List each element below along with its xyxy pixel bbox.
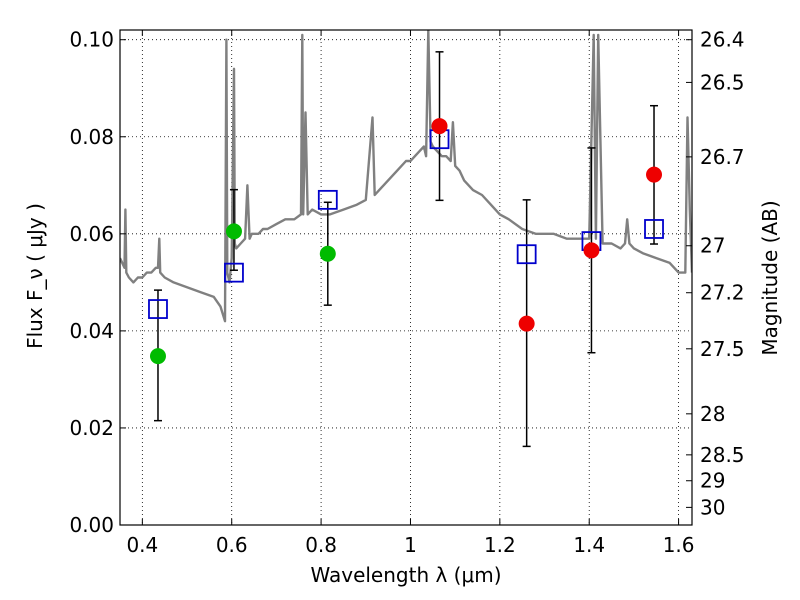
y-tick-label: 0.04 xyxy=(69,319,114,343)
x-axis-label: Wavelength λ (μm) xyxy=(310,563,501,587)
spectrum-layer xyxy=(120,30,692,323)
grid-lines xyxy=(120,30,692,525)
model-photometry-square xyxy=(516,244,537,265)
y-tick-label: 0.06 xyxy=(69,222,114,246)
model-photometry-square xyxy=(644,219,664,239)
x-tick-label: 0.4 xyxy=(126,533,158,557)
y-tick-label: 0.02 xyxy=(69,416,114,440)
model-photometry-square xyxy=(148,299,168,319)
observed-data-point xyxy=(518,315,535,332)
x-tick-label: 0.8 xyxy=(305,533,337,557)
x-tick-label: 1.6 xyxy=(663,533,695,557)
spectrum-line xyxy=(120,30,692,323)
x-tick-label: 1.4 xyxy=(573,533,605,557)
magnitude-tick-label: 30 xyxy=(700,495,725,519)
observed-data-point xyxy=(646,166,663,183)
y-axis-label-left: Flux F_ν ( μJy ) xyxy=(23,203,47,349)
observed-data-point xyxy=(225,223,242,240)
observed-data-point xyxy=(149,348,166,365)
x-tick-label: 0.6 xyxy=(216,533,248,557)
observed-data-point xyxy=(583,242,600,259)
magnitude-tick-label: 26.5 xyxy=(700,70,745,94)
magnitude-tick-label: 27 xyxy=(700,234,725,258)
plot-frame xyxy=(119,29,693,526)
model-photometry-square xyxy=(317,189,338,210)
x-axis-ticks: 0.4 0.6 0.8 1 1.2 1.4 1.6 xyxy=(126,30,695,557)
magnitude-tick-label: 29 xyxy=(700,469,725,493)
x-tick-label: 1.2 xyxy=(484,533,516,557)
y-tick-label: 0.00 xyxy=(69,513,114,537)
magnitude-tick-label: 28.5 xyxy=(700,443,745,467)
x-tick-label: 1 xyxy=(404,533,417,557)
observed-data-point xyxy=(431,118,448,135)
model-photometry-square xyxy=(224,262,244,283)
y-tick-label: 0.08 xyxy=(69,125,114,149)
y-axis-label-right: Magnitude (AB) xyxy=(758,200,782,355)
y-axis-ticks: 0.00 0.02 0.04 0.06 0.08 0.10 xyxy=(69,28,126,537)
y-tick-label: 0.10 xyxy=(69,28,114,52)
observed-data-point xyxy=(319,245,336,262)
magnitude-tick-label: 28 xyxy=(700,402,725,426)
marker-layer xyxy=(148,118,664,365)
magnitude-tick-label: 27.2 xyxy=(700,281,745,305)
magnitude-tick-label: 26.7 xyxy=(700,145,745,169)
magnitude-tick-label: 27.5 xyxy=(700,337,745,361)
magnitude-tick-label: 26.4 xyxy=(700,28,745,52)
